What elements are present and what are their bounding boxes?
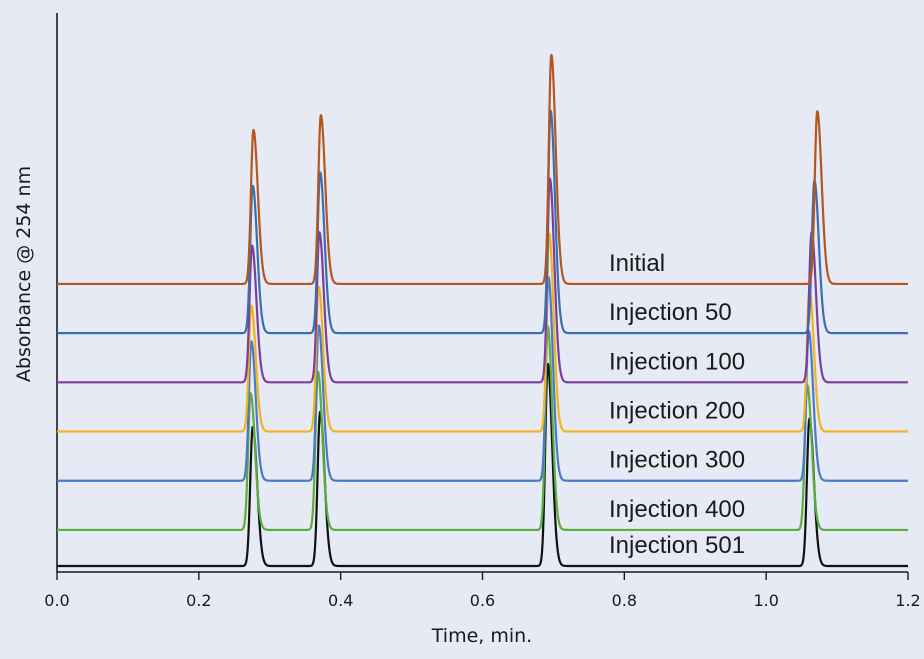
series-label: Injection 200 bbox=[609, 398, 745, 425]
traces bbox=[56, 53, 909, 568]
series-line-injection-400 bbox=[56, 325, 909, 532]
series-line-injection-50 bbox=[56, 109, 909, 335]
x-tick-label: 0.6 bbox=[470, 591, 495, 610]
x-tick-label: 1.2 bbox=[895, 591, 920, 610]
series-label: Injection 300 bbox=[609, 447, 745, 474]
series-line-injection-300 bbox=[56, 275, 909, 482]
axes bbox=[56, 13, 908, 573]
series-line-injection-100 bbox=[56, 177, 909, 384]
x-ticks: 0.0 0.2 0.4 0.6 0.8 1.0 1.2 bbox=[44, 572, 921, 610]
series-line-injection-501 bbox=[56, 362, 909, 568]
series-label: Injection 100 bbox=[609, 348, 745, 375]
series-label: Injection 50 bbox=[609, 299, 732, 326]
series-line-injection-200 bbox=[56, 232, 909, 433]
x-tick-label: 0.4 bbox=[328, 591, 353, 610]
x-tick-label: 0.2 bbox=[186, 591, 211, 610]
series-line-initial bbox=[56, 53, 909, 286]
series-label: Injection 501 bbox=[609, 532, 745, 559]
x-tick-label: 0.8 bbox=[612, 591, 637, 610]
x-axis-title: Time, min. bbox=[431, 625, 532, 647]
trace-labels: Injection 501 Injection 400 Injection 300 I… bbox=[609, 250, 745, 559]
x-tick-label: 1.0 bbox=[753, 591, 778, 610]
y-axis-title: Absorbance @ 254 nm bbox=[13, 166, 35, 382]
x-tick-label: 0.0 bbox=[44, 591, 69, 610]
series-label: Injection 400 bbox=[609, 496, 745, 523]
series-label: Initial bbox=[609, 250, 665, 277]
